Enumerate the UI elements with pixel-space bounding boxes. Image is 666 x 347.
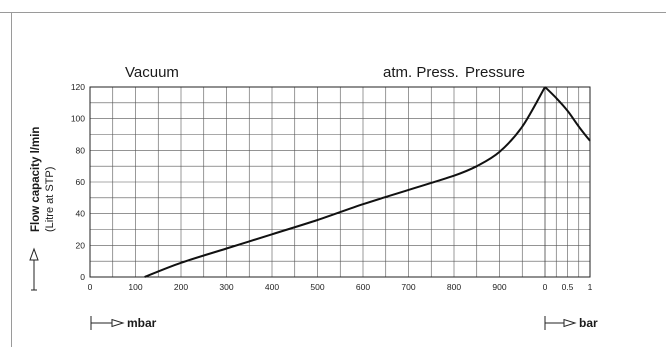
grid (90, 87, 590, 277)
y-axis-arrow (29, 247, 39, 291)
region-label-atm-press: atm. Press. (383, 64, 459, 81)
series-line-vacuum (144, 86, 546, 278)
x-tick-label-mbar: 300 (219, 282, 233, 292)
bar-unit-label: bar (579, 316, 598, 330)
x-tick-label-mbar: 500 (310, 282, 324, 292)
frame-left-rule (11, 12, 12, 347)
x-tick-label-mbar: 200 (174, 282, 188, 292)
series-line-pressure (544, 86, 591, 142)
y-axis-sublabel: (Litre at STP) (44, 167, 56, 232)
x-tick-label-bar: 1 (588, 282, 593, 292)
y-axis-label: Flow capacity l/min (30, 127, 42, 232)
x-tick-label-mbar: 800 (447, 282, 461, 292)
series-lines (144, 86, 591, 278)
y-tick-label: 80 (76, 145, 86, 155)
y-tick-label: 100 (71, 114, 85, 124)
x-tick-label-mbar: 100 (128, 282, 142, 292)
frame-top-rule (0, 12, 666, 13)
x-tick-label-bar: 0.5 (562, 282, 574, 292)
bar-arrow (544, 316, 577, 330)
region-label-pressure: Pressure (465, 64, 525, 81)
region-label-vacuum: Vacuum (125, 64, 179, 81)
mbar-unit-label: mbar (127, 316, 157, 330)
x-tick-label-mbar: 700 (401, 282, 415, 292)
x-tick-label-mbar: 400 (265, 282, 279, 292)
x-tick-label-mbar: 600 (356, 282, 370, 292)
y-tick-label: 40 (76, 209, 86, 219)
y-tick-labels: 0 20 40 60 80 100 120 (71, 82, 85, 282)
y-tick-label: 20 (76, 240, 86, 250)
plot-border (89, 86, 591, 278)
x-tick-label-bar: 0 (543, 282, 548, 292)
mbar-arrow (90, 316, 125, 330)
y-tick-label: 0 (80, 272, 85, 282)
x-tick-labels: 0 100 200 300 400 500 600 700 800 900 0 0.5 1 (88, 282, 593, 292)
x-tick-label-mbar: 900 (492, 282, 506, 292)
y-tick-label: 120 (71, 82, 85, 92)
x-tick-label-mbar: 0 (88, 282, 93, 292)
y-tick-label: 60 (76, 177, 86, 187)
